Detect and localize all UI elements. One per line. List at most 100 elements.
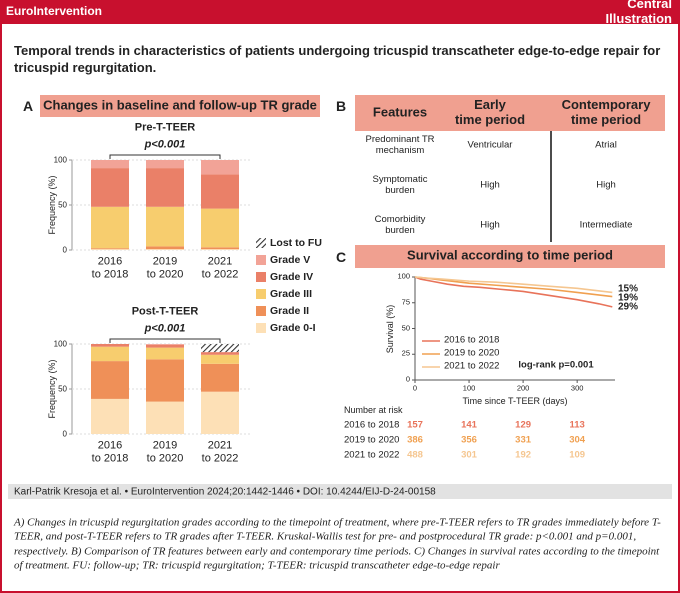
significance-bracket bbox=[109, 154, 221, 159]
risk-value: 301 bbox=[461, 449, 477, 461]
x-tick-label: 300 bbox=[570, 383, 584, 393]
x-tick-label: 100 bbox=[462, 383, 476, 393]
risk-value: 304 bbox=[569, 434, 586, 446]
annotation: log-rank p=0.001 bbox=[518, 359, 594, 371]
panel-letter: C bbox=[335, 248, 347, 265]
end-label: 29% bbox=[618, 301, 639, 313]
x-tick-label: 2021 to 2022 bbox=[201, 255, 239, 280]
risk-value: 356 bbox=[461, 434, 477, 446]
panel-heading: Survival according to time period bbox=[407, 247, 613, 263]
table-header-band bbox=[355, 95, 665, 131]
bar-segment bbox=[146, 401, 184, 434]
bar-segment bbox=[201, 174, 239, 209]
bar-segment bbox=[91, 168, 129, 207]
x-tick-label: 2016 to 2018 bbox=[91, 255, 129, 280]
legend-swatch bbox=[256, 272, 266, 282]
risk-value: 141 bbox=[461, 419, 477, 431]
panel-title: Pre-T-TEER bbox=[134, 121, 196, 134]
y-tick-label: 50 bbox=[58, 384, 67, 394]
legend-label: 2021 to 2022 bbox=[444, 360, 500, 372]
x-tick-label: 2019 to 2020 bbox=[146, 255, 184, 280]
legend-swatch bbox=[256, 255, 266, 265]
bar-segment bbox=[91, 344, 129, 347]
bar-segment bbox=[201, 344, 239, 353]
panel-heading: Changes in baseline and follow-up TR gra… bbox=[43, 97, 317, 113]
significance-bracket bbox=[109, 338, 221, 343]
x-tick-label: 2021 to 2022 bbox=[201, 439, 239, 464]
x-tick-label: 2016 to 2018 bbox=[91, 439, 129, 464]
table-header: Features bbox=[372, 104, 428, 120]
risk-value: 192 bbox=[515, 449, 532, 461]
bar-segment bbox=[201, 352, 239, 355]
table-header: Early time period bbox=[454, 97, 526, 127]
risk-value: 157 bbox=[407, 419, 423, 431]
legend-swatch bbox=[256, 289, 266, 299]
legend-label: Grade IV bbox=[270, 270, 314, 283]
panel-title: Post-T-TEER bbox=[131, 305, 199, 318]
table-cell: Predominant TR mechanism bbox=[365, 134, 435, 156]
bar-segment bbox=[146, 206, 184, 247]
table-cell: High bbox=[480, 219, 500, 231]
y-tick-label: 0 bbox=[62, 245, 67, 255]
bar-segment bbox=[146, 249, 184, 250]
legend-label: 2016 to 2018 bbox=[444, 334, 500, 346]
brand: EuroIntervention bbox=[6, 4, 103, 19]
bar-segment bbox=[91, 249, 129, 250]
risk-value: 109 bbox=[569, 449, 586, 461]
y-tick-label: 0 bbox=[62, 429, 67, 439]
y-tick-label: 25 bbox=[401, 348, 410, 358]
end-label: 15% bbox=[618, 283, 639, 295]
risk-value: 331 bbox=[515, 434, 532, 446]
bar-segment bbox=[201, 354, 239, 364]
bar-segment bbox=[201, 391, 239, 434]
bar-segment bbox=[146, 344, 184, 348]
survival-line bbox=[414, 276, 613, 294]
risk-value: 113 bbox=[569, 419, 585, 431]
caption: A) Changes in tricuspid regurgitation gr… bbox=[14, 516, 661, 572]
x-tick-label: 2019 to 2020 bbox=[146, 439, 184, 464]
y-tick-label: 100 bbox=[53, 339, 67, 349]
legend-swatch bbox=[256, 323, 266, 333]
risk-value: 129 bbox=[515, 419, 532, 431]
legend-swatch bbox=[256, 306, 266, 316]
bar-segment bbox=[201, 208, 239, 248]
bar-segment bbox=[91, 248, 129, 250]
label: Central Illustration bbox=[605, 0, 672, 26]
bar-segment bbox=[91, 398, 129, 434]
bar-segment bbox=[201, 247, 239, 250]
risk-title: Number at risk bbox=[344, 404, 403, 415]
bar-segment bbox=[146, 160, 184, 169]
table-cell: Atrial bbox=[595, 139, 617, 151]
y-tick-label: 0 bbox=[405, 374, 410, 384]
heading-band bbox=[355, 245, 665, 268]
bar-segment bbox=[201, 363, 239, 392]
table-cell: High bbox=[480, 179, 500, 191]
x-axis-label: Time since T-TEER (days) bbox=[462, 395, 568, 406]
bar-segment bbox=[146, 168, 184, 207]
risk-value: 488 bbox=[407, 449, 423, 461]
header-bar bbox=[0, 0, 680, 24]
bar-segment bbox=[146, 246, 184, 250]
panel-letter: B bbox=[335, 97, 347, 114]
end-label: 19% bbox=[618, 292, 639, 304]
y-tick-label: 50 bbox=[58, 200, 67, 210]
legend-label: Lost to FU bbox=[270, 236, 322, 249]
y-axis-label: Frequency (%) bbox=[46, 359, 57, 419]
table-cell: High bbox=[596, 179, 616, 191]
legend-label: Grade III bbox=[270, 287, 313, 300]
title: Temporal trends in characteristics of pa… bbox=[14, 43, 661, 75]
bar-segment bbox=[201, 160, 239, 175]
table-cell: Symptomatic burden bbox=[372, 174, 428, 196]
bar-segment bbox=[146, 359, 184, 402]
legend-label: 2019 to 2020 bbox=[444, 347, 500, 359]
y-tick-label: 100 bbox=[397, 271, 410, 281]
legend-swatch bbox=[256, 238, 266, 248]
x-tick-label: 200 bbox=[516, 383, 530, 393]
bar-segment bbox=[201, 249, 239, 250]
risk-row-label: 2021 to 2022 bbox=[344, 449, 400, 461]
citation: Karl-Patrik Kresoja et al. • EuroInterve… bbox=[14, 486, 436, 498]
y-axis-label: Frequency (%) bbox=[46, 175, 57, 235]
